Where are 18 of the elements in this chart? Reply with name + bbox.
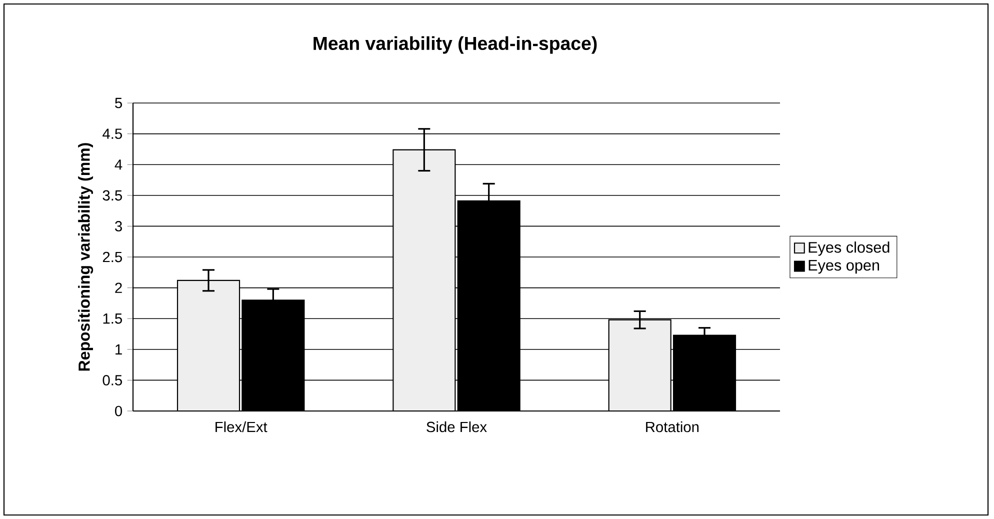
legend-label: Eyes open: [808, 260, 880, 274]
x-tick-label: Side Flex: [426, 421, 487, 432]
y-tick-label: 1.5: [103, 313, 122, 324]
y-tick-label: 2: [115, 282, 122, 293]
y-tick-label: 3: [115, 221, 122, 232]
y-tick-label: 4.5: [102, 128, 122, 139]
y-tick-label: 1: [116, 344, 122, 354]
y-tick-label: 2.5: [102, 252, 122, 262]
y-tick-label: 0.5: [102, 375, 122, 386]
chart-title: Mean variability (Head-in-space): [314, 36, 597, 54]
y-tick-label: 0: [115, 406, 122, 416]
x-tick-label: Rotation: [646, 421, 699, 432]
y-tick-label: 5: [115, 98, 122, 108]
y-axis-title: Repositioning variability (mm): [78, 143, 94, 371]
y-tick-label: 3.5: [102, 190, 122, 201]
x-tick-label: Flex/Ext: [216, 421, 268, 432]
legend-label: Eyes closed: [808, 242, 890, 256]
y-tick-label: 4: [114, 160, 122, 170]
